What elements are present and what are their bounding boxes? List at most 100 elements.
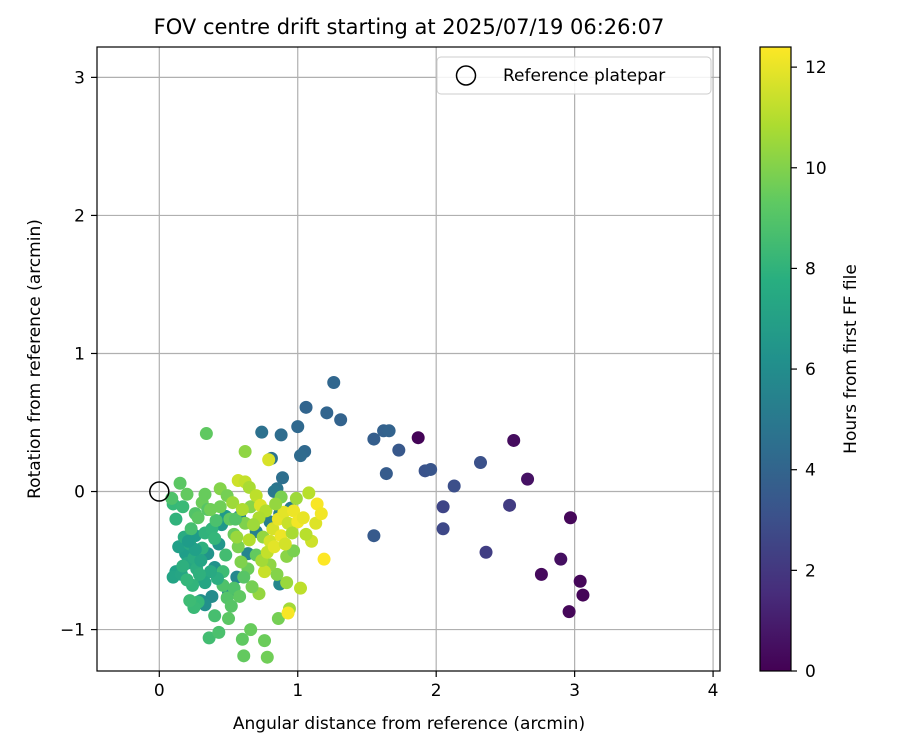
colorbar-tick-label: 2 [805,561,816,581]
axis-ticks: 0 1 2 3 4 −1 0 1 2 3 [60,68,719,701]
scatter-point [246,518,260,532]
scatter-point [173,476,187,490]
x-tick-label: 1 [292,681,303,701]
scatter-point [285,526,299,540]
scatter-point [278,537,292,551]
colorbar-label: Hours from first FF file [841,264,861,454]
scatter-point [424,462,438,476]
scatter-point [231,540,245,554]
colorbar-ticks: 0 2 4 6 8 10 12 [791,58,827,682]
legend-marker [455,65,477,86]
scatter-point [309,516,323,530]
scatter-point [436,522,450,536]
colorbar: 0 2 4 6 8 10 12 Hours from first FF file [759,46,861,682]
scatter-point [563,511,577,525]
scatter-point [262,453,276,467]
scatter-point [194,554,208,568]
scatter-point [270,567,284,581]
legend-box [436,56,712,95]
scatter-point [576,588,590,602]
scatter-point [192,567,206,581]
scatter-point [230,530,244,544]
scatter-point [382,424,396,438]
scatter-point [204,565,218,579]
y-tick-label: 3 [74,68,85,88]
scatter-point [208,609,222,623]
scatter-point [277,505,291,519]
scatter-point [367,432,381,446]
y-tick-label: 1 [74,344,85,364]
scatter-point [276,471,290,485]
scatter-point [245,580,259,594]
x-tick-label: 2 [431,681,442,701]
scatter-point [198,487,212,501]
colorbar-tick-label: 6 [805,360,816,380]
x-axis-label: Angular distance from reference (arcmin) [233,714,585,734]
scatter-point [294,581,308,595]
scatter-point [222,612,236,626]
scatter-point [181,534,195,548]
scatter-point [294,449,308,463]
scatter-point [258,565,272,579]
y-tick-label: −1 [60,621,85,641]
scatter-point [521,472,535,486]
plot-frame [96,46,721,672]
scatter-point [260,650,274,664]
scatter-point [327,375,341,389]
scatter-point [392,443,406,457]
x-tick-label: 4 [708,681,719,701]
scatter-point [172,540,186,554]
scatter-points [165,375,590,664]
scatter-point [573,574,587,588]
scatter-point [289,491,303,505]
scatter-point [226,496,240,510]
scatter-point [314,507,328,521]
y-tick-label: 2 [74,206,85,226]
scatter-point [274,428,288,442]
colorbar-tick-label: 12 [805,58,827,78]
scatter-point [228,512,242,526]
scatter-point [219,548,233,562]
scatter-point [209,514,223,528]
scatter-point [473,456,487,470]
scatter-point [267,540,281,554]
colorbar-gradient [759,46,792,672]
scatter-point [436,500,450,514]
x-tick-label: 3 [569,681,580,701]
scatter-point [204,502,218,516]
scatter-point [224,599,238,613]
scatter-point [191,511,205,525]
scatter-point [291,420,305,434]
scatter-point [367,529,381,543]
scatter-point [447,479,461,493]
scatter-point [176,559,190,573]
scatter-point [180,573,194,587]
scatter-point [234,555,248,569]
scatter-point [233,589,247,603]
scatter-point [507,433,521,447]
reference-platepar-marker [149,481,170,502]
colorbar-tick-label: 10 [805,159,827,179]
scatter-point [183,594,197,608]
scatter-point [334,413,348,427]
scatter-point [169,512,183,526]
y-axis-label: Rotation from reference (arcmin) [25,219,45,499]
scatter-point [176,500,190,514]
legend: Reference platepar [436,56,712,95]
scatter-point [235,502,249,516]
scatter-point [258,634,272,648]
scatter-point [269,497,283,511]
legend-entry-reference: Reference platepar [503,66,665,86]
x-tick-label: 0 [154,681,165,701]
scatter-point [180,487,194,501]
scatter-point [237,570,251,584]
colorbar-tick-label: 8 [805,259,816,279]
scatter-point [199,427,213,441]
scatter-point [379,467,393,481]
colorbar-tick-label: 4 [805,461,816,481]
scatter-point [271,612,285,626]
scatter-point [235,632,249,646]
scatter-point [280,576,294,590]
scatter-point [503,498,517,512]
